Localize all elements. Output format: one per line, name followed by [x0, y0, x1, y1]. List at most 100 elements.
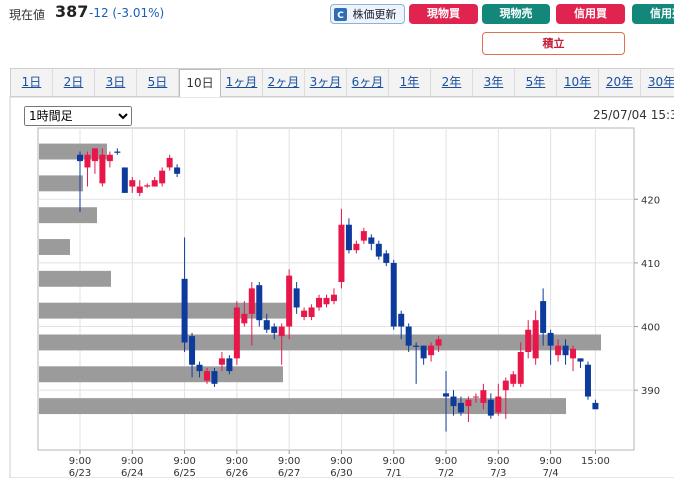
candle-body	[293, 288, 300, 308]
candle-body	[465, 399, 472, 407]
candle-body	[525, 329, 532, 352]
x-date-label: 6/23	[69, 468, 91, 478]
period-tab[interactable]: 2日	[53, 69, 95, 96]
candle-body	[203, 371, 210, 381]
x-tick-label: 9:00	[487, 456, 509, 467]
candle-body	[256, 285, 263, 321]
plot-area	[37, 127, 635, 451]
candle-body	[144, 185, 151, 187]
candle-body	[189, 336, 196, 365]
refresh-button[interactable]: C 株価更新	[330, 4, 405, 24]
candle-body	[570, 348, 577, 359]
candle-body	[241, 313, 248, 324]
candle-body	[338, 224, 345, 282]
x-tick-label: 9:00	[330, 456, 352, 467]
volume-bar	[39, 302, 292, 319]
x-tick-label: 9:00	[278, 456, 300, 467]
candle-body	[540, 301, 547, 333]
period-tab[interactable]: 20年	[599, 69, 641, 96]
candle-body	[121, 167, 128, 193]
candle-body	[555, 345, 562, 356]
candle-body	[495, 396, 502, 413]
candle-body	[106, 154, 113, 162]
candle-body	[420, 345, 427, 359]
candle-body	[174, 167, 181, 174]
candle-body	[278, 326, 285, 337]
candle-body	[263, 320, 270, 330]
candle-body	[77, 154, 83, 162]
period-tab[interactable]: 6ヶ月	[347, 69, 389, 96]
candle-body	[450, 396, 457, 407]
period-tab[interactable]: 5日	[137, 69, 179, 96]
candle-body	[151, 180, 158, 187]
candle-body	[472, 396, 479, 398]
x-date-label: 7/4	[543, 468, 559, 478]
period-tab[interactable]: 2ヶ月	[263, 69, 305, 96]
x-date-label: 7/2	[438, 468, 454, 478]
candle-body	[233, 307, 240, 359]
candle-body	[413, 345, 420, 347]
volume-bar	[39, 207, 98, 224]
candle-body	[114, 151, 121, 153]
volume-bar	[39, 334, 602, 351]
price-label: 現在値	[9, 8, 46, 22]
volume-bar	[39, 175, 84, 192]
x-tick-label: 15:00	[581, 456, 610, 467]
margin-sell-button[interactable]: 信用売	[632, 4, 674, 24]
x-tick-label: 9:00	[121, 456, 143, 467]
candle-body	[428, 345, 435, 356]
candle-body	[248, 288, 255, 314]
x-date-label: 6/26	[226, 468, 248, 478]
candle-body	[584, 364, 591, 397]
buy-button[interactable]: 現物買	[409, 4, 478, 24]
svg-text:C: C	[337, 11, 344, 21]
x-tick-label: 9:00	[435, 456, 457, 467]
candle-body	[435, 339, 442, 346]
period-tab[interactable]: 1日	[11, 69, 53, 96]
period-tab[interactable]: 3日	[95, 69, 137, 96]
candle-body	[562, 345, 569, 356]
candle-body	[271, 326, 278, 333]
candle-body	[129, 180, 136, 187]
candle-body	[502, 380, 509, 391]
candle-body	[99, 154, 106, 184]
candle-body	[136, 186, 143, 193]
period-tab[interactable]: 3年	[473, 69, 515, 96]
x-date-label: 7/1	[386, 468, 402, 478]
candle-body	[368, 237, 375, 244]
candle-body	[487, 399, 494, 416]
period-tab[interactable]: 5年	[515, 69, 557, 96]
candle-body	[360, 231, 367, 241]
period-tab[interactable]: 2年	[431, 69, 473, 96]
candle-body	[405, 326, 412, 346]
candle-body	[577, 358, 584, 362]
candle-body	[443, 393, 450, 397]
volume-bar	[39, 239, 71, 255]
period-tab[interactable]: 1ヶ月	[221, 69, 263, 96]
accumulate-button[interactable]: 積立	[482, 32, 625, 55]
period-tab[interactable]: 1年	[389, 69, 431, 96]
candle-body	[84, 154, 91, 168]
period-tab[interactable]: 3ヶ月	[305, 69, 347, 96]
candle-body	[166, 157, 173, 168]
price: 387	[55, 2, 89, 21]
period-tab[interactable]: 30年	[641, 69, 674, 96]
period-tab[interactable]: 10年	[557, 69, 599, 96]
interval-select[interactable]: 1時間足	[24, 106, 132, 126]
candle-body	[159, 170, 166, 184]
candle-body	[218, 358, 225, 365]
x-date-label: 6/27	[278, 468, 300, 478]
candle-body	[91, 148, 98, 162]
candle-body	[510, 374, 517, 384]
y-tick-label: 400	[641, 323, 660, 334]
price-change: -12 (-3.01%)	[89, 6, 165, 20]
x-tick-label: 9:00	[539, 456, 561, 467]
x-date-label: 6/24	[121, 468, 143, 478]
period-tab[interactable]: 10日	[179, 69, 221, 97]
candle-body	[345, 224, 352, 251]
margin-buy-button[interactable]: 信用買	[556, 4, 625, 24]
sell-button[interactable]: 現物売	[482, 4, 550, 24]
candle-body	[383, 253, 390, 263]
candle-body	[592, 402, 599, 410]
